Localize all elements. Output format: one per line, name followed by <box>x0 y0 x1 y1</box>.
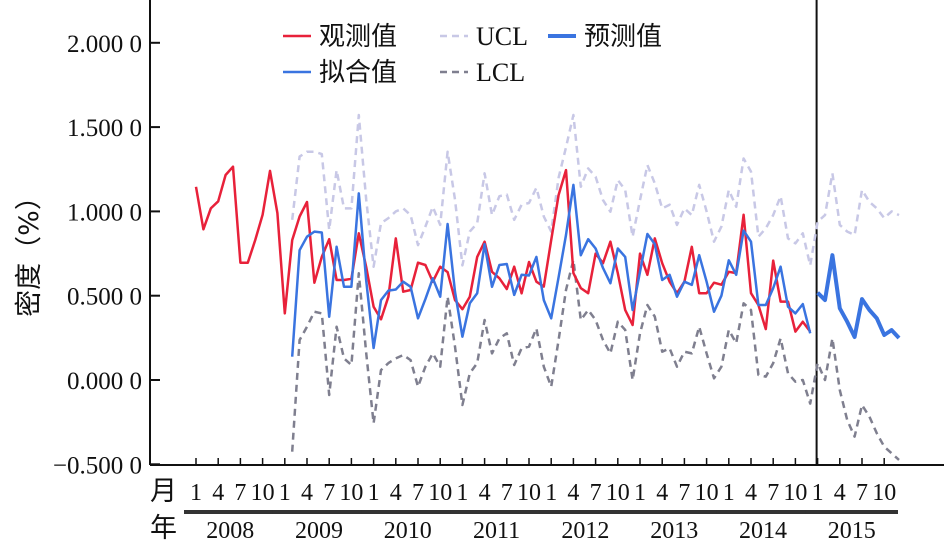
x-month-label: 7 <box>856 480 868 506</box>
x-month-label: 10 <box>339 480 363 506</box>
x-month-label: 1 <box>279 480 291 506</box>
x-month-label: 1 <box>190 480 202 506</box>
y-tick-label: 2.000 0 <box>67 31 142 58</box>
x-month-label: 10 <box>872 480 896 506</box>
x-month-label: 4 <box>834 480 846 506</box>
x-month-label: 1 <box>634 480 646 506</box>
x-month-label: 1 <box>723 480 735 506</box>
series-line-LCL <box>290 258 900 461</box>
x-month-label: 10 <box>606 480 630 506</box>
x-month-label: 7 <box>767 480 779 506</box>
legend-label: LCL <box>476 58 525 87</box>
x-year-label: 2015 <box>828 518 876 544</box>
x-year-label: 2014 <box>739 518 787 544</box>
x-month-label: 7 <box>501 480 513 506</box>
series-line-预测值 <box>816 253 901 340</box>
x-month-label: 10 <box>517 480 541 506</box>
x-month-label: 7 <box>678 480 690 506</box>
y-tick-label: 0.500 0 <box>67 284 142 311</box>
x-month-label: 4 <box>390 480 402 506</box>
x-month-label: 7 <box>590 480 602 506</box>
x-year-label: 2012 <box>561 518 609 544</box>
x-month-label: 7 <box>323 480 335 506</box>
x-month-label: 1 <box>812 480 824 506</box>
x-month-label: 1 <box>368 480 380 506</box>
y-tick-label: −0.500 0 <box>53 452 142 479</box>
y-axis-label: 密度（%） <box>14 183 45 317</box>
series-line-观测值 <box>194 165 812 333</box>
x-month-label: 7 <box>234 480 246 506</box>
y-tick-label: 1.000 0 <box>67 199 142 226</box>
x-month-label: 4 <box>745 480 757 506</box>
x-month-label: 1 <box>545 480 557 506</box>
legend-label: 观测值 <box>319 22 397 51</box>
series-layer <box>194 113 901 461</box>
x-year-label: 2011 <box>473 518 520 544</box>
axes: 2.000 0 1.500 0 1.000 0 0.500 0 0.000 0 −0.50… <box>53 0 944 544</box>
year-row-label: 年 <box>150 513 177 544</box>
series-line-UCL <box>290 113 900 268</box>
x-month-label: 4 <box>212 480 224 506</box>
x-month-label: 10 <box>783 480 807 506</box>
y-tick-label: 0.000 0 <box>67 368 142 395</box>
x-year-label: 2013 <box>650 518 698 544</box>
x-month-label: 10 <box>428 480 452 506</box>
x-month-label: 4 <box>479 480 491 506</box>
x-year-label: 2010 <box>384 518 432 544</box>
legend-label: UCL <box>476 22 528 51</box>
y-tick-label: 1.500 0 <box>67 115 142 142</box>
series-line-拟合值 <box>290 183 812 357</box>
x-month-label: 1 <box>456 480 468 506</box>
x-month-label: 10 <box>251 480 275 506</box>
x-month-label: 4 <box>301 480 313 506</box>
x-year-label: 2008 <box>206 518 254 544</box>
x-month-label: 7 <box>412 480 424 506</box>
x-month-label: 10 <box>695 480 719 506</box>
x-month-label: 4 <box>567 480 579 506</box>
x-year-label: 2009 <box>295 518 343 544</box>
x-month-label: 4 <box>656 480 668 506</box>
legend-label: 拟合值 <box>319 58 397 87</box>
legend-label: 预测值 <box>584 22 662 51</box>
month-row-label: 月 <box>150 476 177 507</box>
